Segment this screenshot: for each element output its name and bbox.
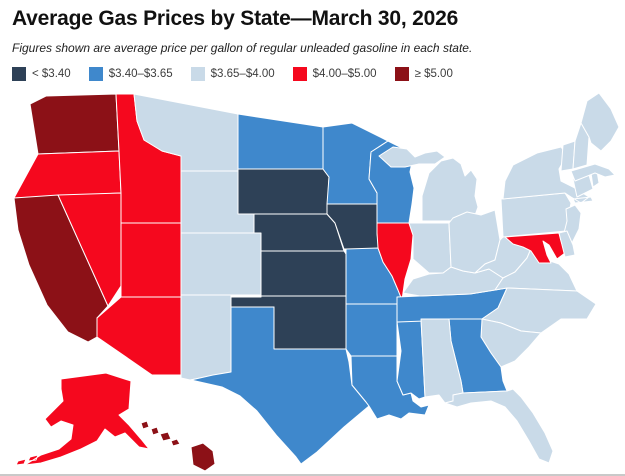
state-florida: Florida — [444, 388, 554, 464]
state-north-dakota: North Dakota — [237, 113, 324, 170]
state-maine: Maine — [580, 92, 620, 152]
state-mississippi: Mississippi — [396, 318, 426, 400]
state-delaware: Delaware — [558, 230, 576, 258]
legend-label: < $3.40 — [32, 68, 71, 81]
state-kansas: Kansas — [260, 250, 349, 297]
legend-label: $3.65–$4.00 — [210, 68, 275, 81]
state-pennsylvania: Pennsylvania — [500, 192, 572, 238]
state-colorado: Colorado — [180, 232, 262, 296]
state-oregon: Oregon — [13, 150, 122, 199]
legend-swatch-lightblue — [190, 67, 205, 82]
legend-item-lt-340: < $3.40 — [12, 67, 71, 82]
state-michigan: Michigan — [378, 146, 479, 222]
legend-item-400-500: $4.00–$5.00 — [292, 67, 377, 82]
state-south-dakota: South Dakota — [237, 168, 330, 215]
state-alaska: Alaska — [15, 372, 150, 466]
legend: < $3.40 $3.40–$3.65 $3.65–$4.00 $4.00–$5… — [12, 67, 617, 82]
legend-item-gte-500: ≥ $5.00 — [394, 67, 453, 82]
state-arkansas: Arkansas — [345, 303, 400, 357]
legend-swatch-blue — [88, 67, 103, 82]
page-subtitle: Figures shown are average price per gall… — [12, 41, 473, 56]
legend-swatch-darkred — [394, 67, 409, 82]
legend-label: $3.40–$3.65 — [108, 68, 173, 81]
state-new-hampshire: New Hampshire — [572, 122, 590, 170]
state-massachusetts: Massachusetts — [570, 163, 616, 182]
legend-label: ≥ $5.00 — [414, 68, 453, 81]
header: Average Gas Prices by State—March 30, 20… — [12, 6, 617, 82]
state-nebraska: Nebraska — [253, 213, 345, 252]
legend-item-340-365: $3.40–$3.65 — [88, 67, 173, 82]
legend-swatch-navy — [12, 67, 26, 82]
state-arizona: Arizona — [96, 296, 182, 376]
legend-item-365-400: $3.65–$4.00 — [190, 67, 275, 82]
page-title: Average Gas Prices by State—March 30, 20… — [12, 7, 459, 30]
legend-label: $4.00–$5.00 — [312, 68, 377, 81]
state-virginia: Virginia — [494, 243, 578, 292]
state-texas: Texas — [190, 306, 370, 465]
state-utah: Utah — [120, 222, 182, 298]
state-hawaii: Hawaii — [140, 420, 216, 472]
state-washington: Washington — [29, 93, 120, 155]
state-new-mexico: New Mexico — [180, 294, 232, 381]
legend-swatch-red — [292, 67, 307, 82]
state-new-york: New York — [502, 146, 594, 204]
bottom-divider — [0, 474, 625, 476]
state-indiana: Indiana — [408, 222, 452, 274]
